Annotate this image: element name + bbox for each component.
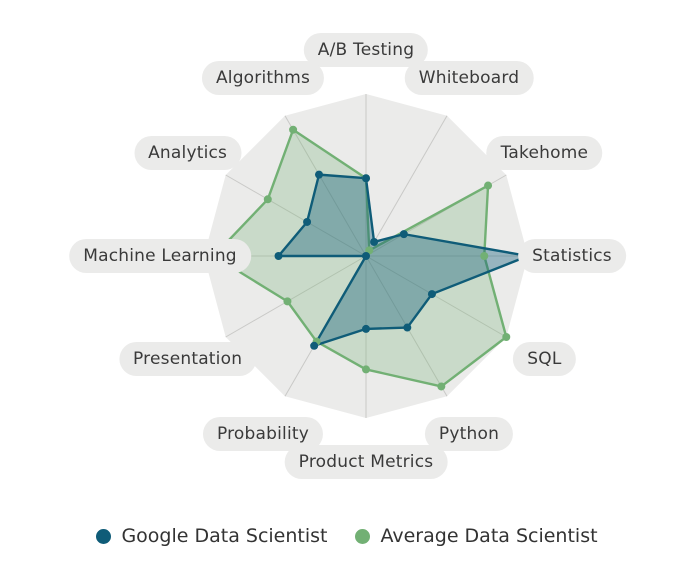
axis-label: A/B Testing	[303, 33, 429, 67]
data-point-google[interactable]	[399, 230, 408, 239]
axis-label: Probability	[202, 417, 324, 452]
data-point-google[interactable]	[303, 217, 312, 226]
legend-item-average[interactable]: Average Data Scientist	[355, 525, 598, 547]
radar-points	[209, 125, 532, 391]
legend-label-average: Average Data Scientist	[380, 525, 598, 547]
data-point-average[interactable]	[283, 297, 292, 306]
data-point-average[interactable]	[480, 252, 489, 260]
legend-item-google[interactable]: Google Data Scientist	[96, 525, 327, 547]
data-point-google[interactable]	[315, 170, 324, 179]
data-point-average[interactable]	[502, 333, 511, 341]
axis-label: Algorithms	[201, 60, 325, 95]
axis-label: Presentation	[119, 342, 257, 376]
legend: Google Data Scientist Average Data Scien…	[0, 525, 694, 547]
axis-label: SQL	[513, 342, 576, 376]
data-point-average[interactable]	[484, 181, 493, 190]
legend-dot-google	[96, 528, 112, 544]
radar-spoke	[225, 255, 367, 338]
axis-label: Machine Learning	[69, 239, 251, 273]
data-point-average[interactable]	[362, 365, 370, 374]
data-point-google[interactable]	[427, 290, 436, 299]
axis-label: Python	[424, 417, 514, 452]
data-point-google[interactable]	[370, 237, 379, 246]
radar-spoke	[365, 255, 507, 338]
axis-label: Statistics	[518, 239, 626, 273]
radar-spoke	[284, 115, 367, 257]
data-point-average[interactable]	[437, 382, 446, 391]
axis-label: Product Metrics	[284, 445, 448, 479]
data-point-google[interactable]	[362, 174, 370, 183]
radar-spoke	[365, 115, 448, 257]
legend-label-google: Google Data Scientist	[121, 525, 328, 547]
data-point-google[interactable]	[274, 252, 283, 260]
data-point-google[interactable]	[362, 324, 370, 333]
data-point-google[interactable]	[310, 341, 319, 350]
axis-label: Whiteboard	[404, 60, 534, 95]
data-point-google[interactable]	[403, 323, 412, 332]
legend-dot-average	[355, 528, 371, 544]
data-point-google[interactable]	[362, 252, 370, 260]
data-point-average[interactable]	[263, 195, 272, 204]
axis-label: Analytics	[134, 136, 242, 170]
radar-spoke	[225, 174, 367, 257]
data-point-average[interactable]	[289, 125, 298, 134]
axis-label: Takehome	[486, 136, 603, 170]
